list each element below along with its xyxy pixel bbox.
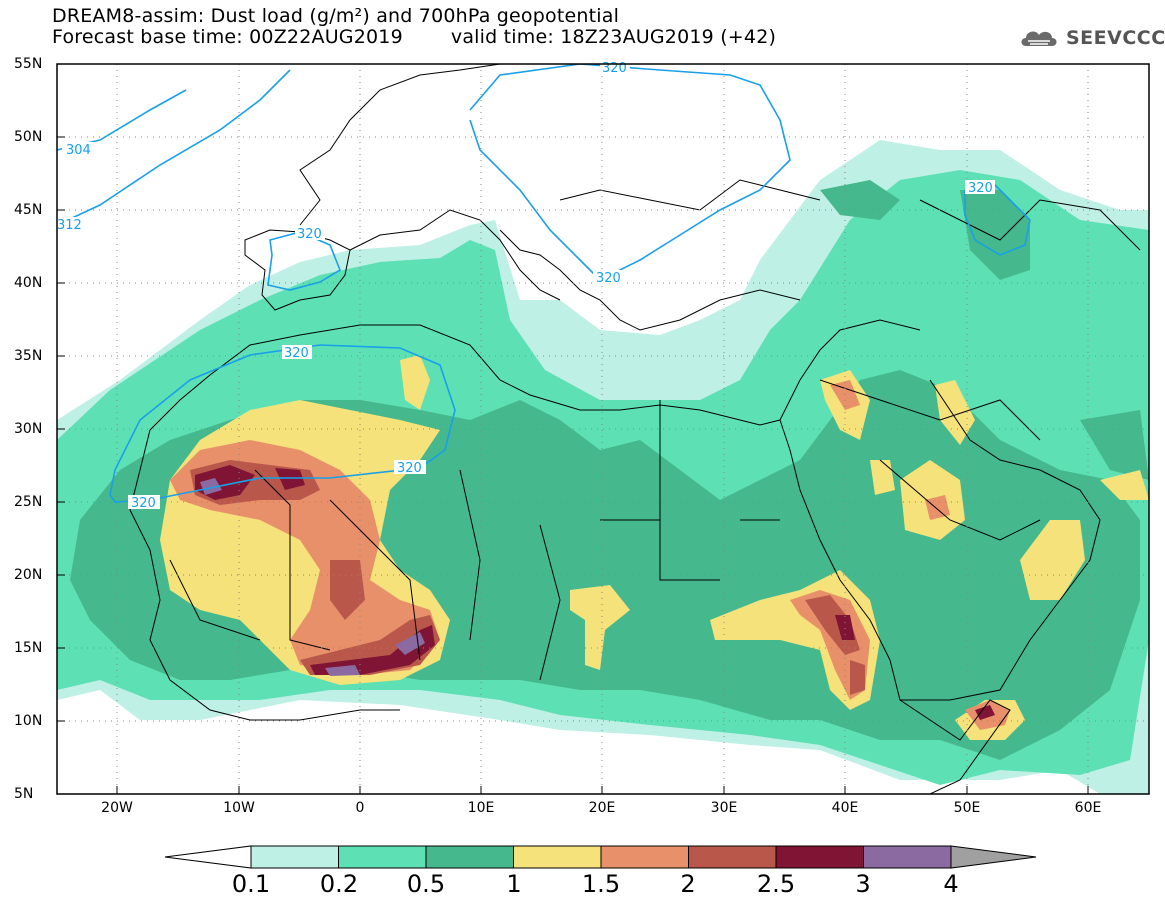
colorbar-label: 0.1 — [231, 870, 271, 898]
contour-label: 312 — [57, 218, 82, 233]
lat-label: 20N — [14, 567, 43, 583]
contour-label: 320 — [968, 181, 993, 196]
colorbar-label: 0.5 — [406, 870, 446, 898]
lat-label: 35N — [14, 348, 43, 364]
colorbar-label: 4 — [943, 870, 959, 898]
contour-label: 320 — [397, 461, 422, 476]
lat-label: 45N — [14, 202, 43, 218]
contour-label: 320 — [596, 271, 621, 286]
cloud-logo-icon — [1021, 31, 1057, 46]
seevccc-logo: SEEVCCC — [1018, 26, 1165, 50]
lat-label: 5N — [14, 786, 34, 802]
colorbar-swatch — [425, 845, 514, 869]
lon-label: 30E — [710, 800, 738, 816]
lon-label: 50E — [953, 800, 981, 816]
lat-label: 40N — [14, 275, 43, 291]
contour-label: 320 — [131, 496, 156, 511]
colorbar-swatch — [164, 845, 252, 869]
logo-text: SEEVCCC — [1066, 27, 1165, 49]
colorbar-swatch — [338, 845, 427, 869]
colorbar-swatch — [688, 845, 777, 869]
valid-time: valid time: 18Z23AUG2019 (+42) — [450, 26, 777, 48]
lat-label: 25N — [14, 494, 43, 510]
colorbar-swatch — [775, 845, 864, 869]
axis-ticks — [57, 136, 1089, 794]
lon-label: 10E — [467, 800, 495, 816]
map-subtitle: Forecast base time: 00Z22AUG2019 valid ti… — [52, 26, 776, 48]
colorbar-label: 2.5 — [756, 870, 796, 898]
lon-label: 10W — [223, 800, 255, 816]
contour-label: 320 — [297, 227, 322, 242]
lon-label: 20E — [588, 800, 616, 816]
contour-label: 320 — [284, 346, 309, 361]
contour-labels: 304 312 320 320 320 320 320 320 320 — [57, 61, 995, 511]
map-title: DREAM8-assim: Dust load (g/m²) and 700hP… — [52, 5, 620, 27]
contour-label: 304 — [66, 143, 91, 158]
colorbar-label: 3 — [855, 870, 871, 898]
lat-label: 50N — [14, 129, 43, 145]
colorbar-swatch — [250, 845, 339, 869]
colorbar-label: 0.2 — [319, 870, 359, 898]
lon-label: 40E — [831, 800, 859, 816]
lat-label: 55N — [14, 56, 43, 72]
colorbar-label: 1.5 — [581, 870, 621, 898]
colorbar-swatch — [950, 845, 1037, 869]
lat-label: 30N — [14, 421, 43, 437]
coastlines — [129, 64, 1141, 794]
lon-label: 0 — [355, 800, 365, 816]
colorbar-label: 1 — [506, 870, 522, 898]
lon-label: 20W — [101, 800, 133, 816]
colorbar-label: 2 — [680, 870, 696, 898]
lat-label: 10N — [14, 713, 43, 729]
colorbar-swatch — [863, 845, 952, 869]
lon-label: 60E — [1074, 800, 1102, 816]
colorbar-swatch — [600, 845, 689, 869]
colorbar — [164, 845, 1037, 869]
lat-label: 15N — [14, 640, 43, 656]
forecast-base-time: Forecast base time: 00Z22AUG2019 — [52, 26, 403, 48]
colorbar-swatch — [513, 845, 602, 869]
